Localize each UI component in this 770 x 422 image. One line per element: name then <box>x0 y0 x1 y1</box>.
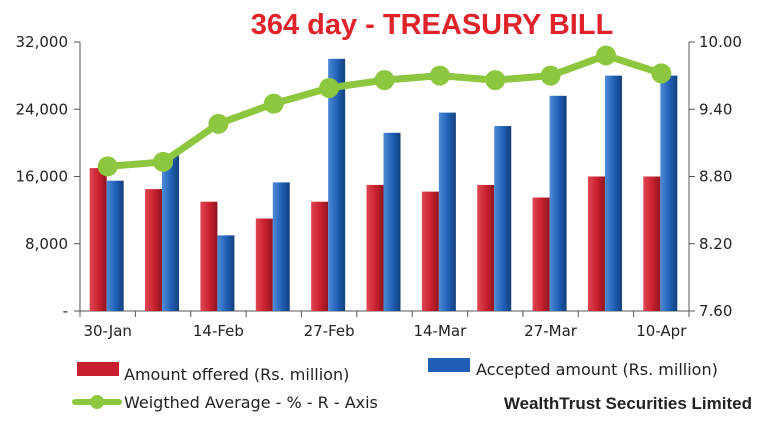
bar-amount-offered <box>532 197 550 311</box>
left-tick-label: 8,000 <box>25 235 68 253</box>
bar-amount-offered <box>587 176 605 311</box>
weighted-average-point <box>319 77 340 98</box>
bar-accepted-amount <box>383 132 401 311</box>
weighted-average-point <box>540 65 561 86</box>
bar-accepted-amount <box>549 95 567 311</box>
weighted-average-point <box>208 113 229 134</box>
bar-amount-offered <box>477 184 495 311</box>
legend-label-weighted-average: Weigthed Average - % - R - Axis <box>124 393 378 412</box>
bar-amount-offered <box>366 184 384 311</box>
weighted-average-point <box>485 70 506 91</box>
right-tick-label: 8.80 <box>699 168 732 186</box>
left-tick-label: - <box>63 302 68 320</box>
x-tick-label: 14-Mar <box>413 322 467 340</box>
bar-amount-offered <box>421 191 439 311</box>
bar-accepted-amount <box>106 180 124 311</box>
right-tick-label: 7.60 <box>699 302 732 320</box>
left-tick-label: 32,000 <box>16 33 69 51</box>
right-tick-label: 10.00 <box>699 33 742 51</box>
bar-amount-offered <box>145 189 163 311</box>
legend-label-accepted-amount: Accepted amount (Rs. million) <box>476 360 718 379</box>
credit-text: WealthTrust Securities Limited <box>504 394 752 413</box>
legend-swatch-amount-offered <box>77 362 119 376</box>
weighted-average-point <box>429 65 450 86</box>
bar-accepted-amount <box>217 235 235 311</box>
chart-title: 364 day - TREASURY BILL <box>251 9 614 41</box>
left-tick-label: 16,000 <box>16 168 69 186</box>
bar-accepted-amount <box>494 126 512 311</box>
weighted-average-point <box>263 93 284 114</box>
x-tick-label: 30-Jan <box>83 322 131 340</box>
bar-amount-offered <box>311 201 329 311</box>
bar-accepted-amount <box>272 182 290 311</box>
weighted-average-point <box>595 45 616 66</box>
legend-swatch-accepted-amount <box>428 358 470 372</box>
bar-amount-offered <box>643 176 661 311</box>
bar-accepted-amount <box>162 155 180 311</box>
bars-layer <box>89 58 678 311</box>
x-tick-label: 10-Apr <box>636 322 687 340</box>
bar-amount-offered <box>200 201 218 311</box>
bar-accepted-amount <box>660 75 678 311</box>
line-layer <box>97 45 672 177</box>
legend-swatch-weighted-average-point <box>90 395 104 409</box>
bar-amount-offered <box>255 218 273 311</box>
legend-label-amount-offered: Amount offered (Rs. million) <box>124 365 349 384</box>
bar-accepted-amount <box>328 58 346 311</box>
bar-amount-offered <box>89 168 107 311</box>
legend: Amount offered (Rs. million) Accepted amo… <box>72 358 718 412</box>
x-tick-label: 27-Feb <box>304 322 355 340</box>
weighted-average-point <box>651 63 672 84</box>
weighted-average-point <box>97 156 118 177</box>
weighted-average-point <box>374 70 395 91</box>
x-tick-label: 14-Feb <box>193 322 244 340</box>
x-tick-label: 27-Mar <box>524 322 578 340</box>
axes-layer: - 8,000 16,000 24,000 32,000 7.60 8.20 8.80 9.40… <box>16 33 742 340</box>
right-tick-label: 9.40 <box>699 100 732 118</box>
bar-accepted-amount <box>604 75 622 311</box>
weighted-average-point <box>153 151 174 172</box>
bar-accepted-amount <box>438 112 456 311</box>
left-tick-label: 24,000 <box>16 100 69 118</box>
right-tick-label: 8.20 <box>699 235 732 253</box>
